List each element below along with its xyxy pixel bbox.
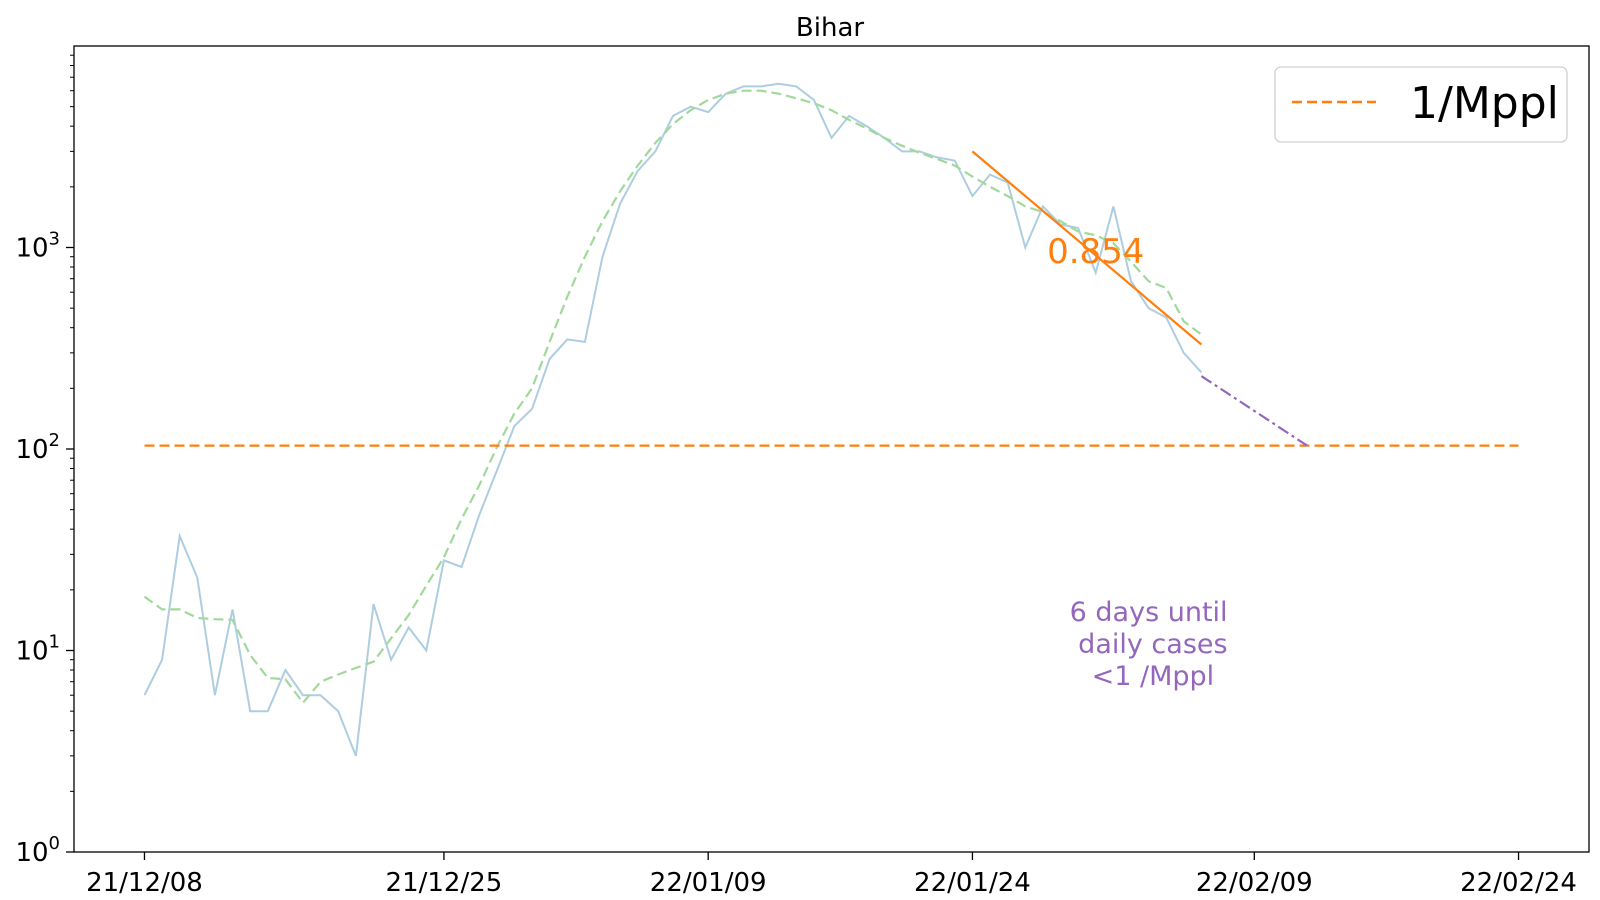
- series-line-4: [971, 150, 1203, 346]
- legend-label: 1/Mppl: [1410, 78, 1559, 129]
- chart-title: Bihar: [796, 13, 864, 43]
- series-line-5: [1200, 375, 1308, 447]
- legend: 1/Mppl: [1274, 66, 1568, 143]
- y-tick-label: 102: [15, 430, 60, 465]
- forecast-note: 6 days until daily cases <1 /Mppl: [1070, 597, 1228, 692]
- x-tick-label: 21/12/08: [86, 868, 203, 898]
- y-tick-label: 103: [15, 229, 60, 264]
- series-line-2: [143, 89, 1203, 705]
- legend-frame: [1274, 66, 1568, 143]
- x-tick-label: 22/02/09: [1196, 868, 1313, 898]
- x-tick-label: 22/02/24: [1460, 868, 1577, 898]
- x-tick-label: 21/12/25: [386, 868, 503, 898]
- plot-area: 100 101 102 103 21/12/08 21/12/25 22/01/09 22/0…: [15, 45, 1590, 898]
- x-tick-label: 22/01/24: [914, 868, 1031, 898]
- y-tick-label: 101: [15, 632, 60, 667]
- y-tick-label: 100: [15, 833, 60, 868]
- x-tick-label: 22/01/09: [650, 868, 767, 898]
- slope-annotation: 0.854: [1047, 232, 1144, 272]
- series-line-1: [143, 82, 1203, 757]
